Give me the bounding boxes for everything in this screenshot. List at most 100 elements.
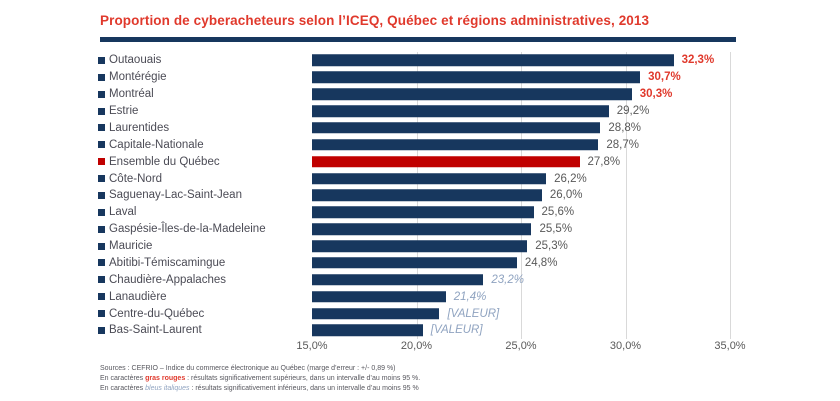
legend-note-blue: En caractères bleus italiques : résultat… <box>100 384 420 394</box>
chart-row: Gaspésie-Îles-de-la-Madeleine 25,5% <box>98 221 840 238</box>
bar <box>312 274 484 286</box>
row-label-cell: Gaspésie-Îles-de-la-Madeleine <box>98 223 312 235</box>
legend-square-icon <box>98 191 105 199</box>
chart-row: Capitale-Nationale 28,7% <box>98 136 840 153</box>
region-label: Gaspésie-Îles-de-la-Madeleine <box>109 223 266 236</box>
bar <box>312 240 528 252</box>
value-label: 21,4% <box>453 290 487 303</box>
value-label: 25,6% <box>541 206 575 219</box>
value-label: 25,3% <box>535 240 568 253</box>
chart-row: Ensemble du Québec 27,8% <box>98 153 840 170</box>
chart-row: Centre-du-Québec [VALEUR] <box>98 305 840 322</box>
bar-track: 32,3% <box>312 52 730 69</box>
region-label: Outaouais <box>109 54 162 67</box>
legend-square-icon <box>98 326 105 334</box>
legend-square-icon <box>98 141 105 149</box>
legend-note-red: En caractères gras rouges : résultats si… <box>100 374 420 384</box>
value-label: 23,2% <box>491 273 524 286</box>
bar <box>312 189 542 202</box>
chart-row: Estrie 29,2% <box>98 103 840 120</box>
bar-track: 30,3% <box>312 86 730 103</box>
row-label-cell: Ensemble du Québec <box>98 156 312 168</box>
legend-square-icon <box>98 208 105 216</box>
bar <box>312 139 599 151</box>
bar <box>312 155 580 168</box>
chart-row: Montérégie 30,7% <box>98 69 840 86</box>
legend-square-icon <box>98 56 105 64</box>
row-label-cell: Abitibi-Témiscamingue <box>98 257 312 269</box>
x-axis-tick-label: 35,0% <box>714 340 746 352</box>
bar-track: 25,5% <box>312 221 730 238</box>
region-label: Montérégie <box>109 71 167 84</box>
bar <box>312 88 632 100</box>
region-label: Montréal <box>109 88 154 101</box>
row-label-cell: Mauricie <box>98 240 312 252</box>
bar <box>312 54 674 67</box>
value-label: 28,8% <box>608 121 642 134</box>
source-note: Sources : CEFRIO – Indice du commerce él… <box>100 364 420 394</box>
x-axis-tick-label: 15,0% <box>296 340 328 352</box>
chart-row: Saguenay-Lac-Saint-Jean 26,0% <box>98 187 840 204</box>
x-axis-tick-label: 20,0% <box>400 340 433 352</box>
row-label-cell: Bas-Saint-Laurent <box>98 324 312 336</box>
bar <box>312 71 641 84</box>
bar <box>312 172 547 185</box>
legend-square-icon <box>98 175 105 183</box>
value-label: 25,5% <box>539 223 573 236</box>
bar-rows: Outaouais 32,3% Montérégie 30,7% Montréa… <box>98 52 840 339</box>
bar <box>312 105 609 117</box>
x-axis-tick-label: 25,0% <box>505 340 537 352</box>
source-line: Sources : CEFRIO – Indice du commerce él… <box>100 365 396 372</box>
bar <box>312 223 532 235</box>
region-label: Côte-Nord <box>109 172 163 185</box>
chart-row: Outaouais 32,3% <box>98 52 840 69</box>
region-label: Saguenay-Lac-Saint-Jean <box>109 189 242 202</box>
legend-square-icon <box>98 259 105 267</box>
value-label: 30,7% <box>648 71 681 84</box>
value-label: 26,2% <box>554 172 587 185</box>
bar-track: 26,2% <box>312 170 730 187</box>
value-label: 30,3% <box>639 88 673 101</box>
region-label: Ensemble du Québec <box>109 155 220 168</box>
value-label: 24,8% <box>524 256 558 269</box>
chart-row: Laval 25,6% <box>98 204 840 221</box>
region-label: Chaudière-Appalaches <box>109 273 226 286</box>
chart-row: Chaudière-Appalaches 23,2% <box>98 271 840 288</box>
blue-italic-sample: bleus italiques <box>145 384 190 392</box>
note-text: En caractères <box>100 384 146 392</box>
row-label-cell: Montérégie <box>98 71 312 83</box>
region-label: Mauricie <box>109 240 153 253</box>
value-label: [VALEUR] <box>447 307 500 320</box>
bar-track: 21,4% <box>312 288 730 305</box>
chart-row: Lanaudière 21,4% <box>98 288 840 305</box>
bar-track: 29,2% <box>312 103 730 120</box>
row-label-cell: Laval <box>98 206 312 218</box>
region-label: Bas-Saint-Laurent <box>109 324 202 337</box>
region-label: Lanaudière <box>109 290 167 303</box>
title-divider <box>100 37 736 42</box>
value-label: 29,2% <box>616 105 650 118</box>
bar <box>312 257 517 269</box>
legend-square-icon <box>98 225 105 233</box>
value-label: 32,3% <box>681 54 715 67</box>
gridline <box>730 52 731 339</box>
bar-track: 23,2% <box>312 271 730 288</box>
bar-track: 26,0% <box>312 187 730 204</box>
bar-track: 24,8% <box>312 255 730 272</box>
row-label-cell: Capitale-Nationale <box>98 139 312 151</box>
bar <box>312 290 446 303</box>
gridline <box>625 52 627 339</box>
chart-row: Laurentides 28,8% <box>98 120 840 137</box>
row-label-cell: Centre-du-Québec <box>98 308 312 320</box>
chart-row: Mauricie 25,3% <box>98 238 840 255</box>
chart-row: Abitibi-Témiscamingue 24,8% <box>98 255 840 272</box>
bar-track: [VALEUR] <box>312 322 730 339</box>
row-label-cell: Montréal <box>98 88 312 100</box>
row-label-cell: Saguenay-Lac-Saint-Jean <box>98 189 312 201</box>
row-label-cell: Côte-Nord <box>98 173 312 185</box>
legend-square-icon <box>98 242 105 250</box>
region-label: Centre-du-Québec <box>109 307 205 320</box>
value-label: 26,0% <box>549 189 583 202</box>
region-label: Estrie <box>109 105 139 118</box>
